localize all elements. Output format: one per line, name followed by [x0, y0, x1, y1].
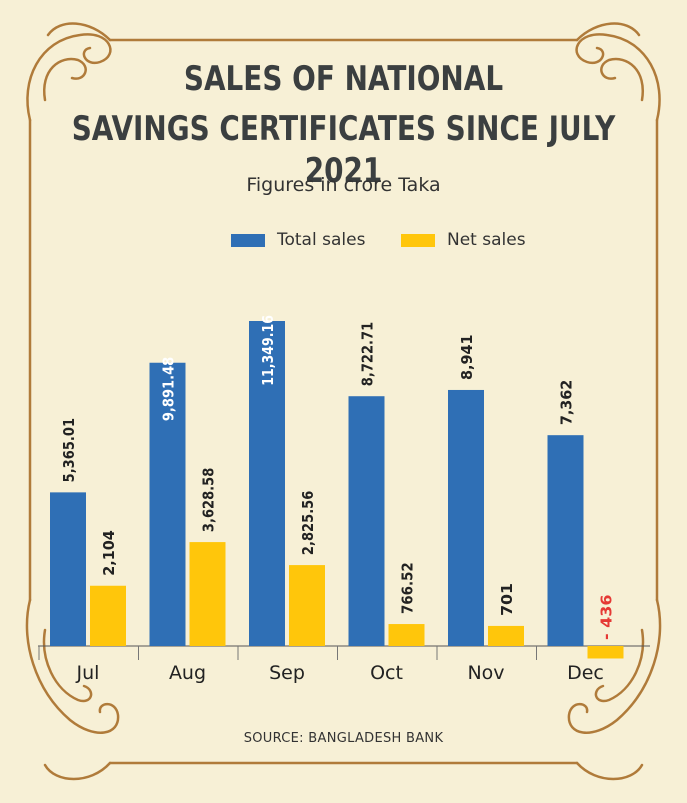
data-label-net-sales-nov: 701	[498, 583, 516, 616]
x-tick-label-aug: Aug	[169, 662, 206, 684]
bar-net-sales-oct	[388, 624, 425, 646]
chart-title-line1: SALES OF NATIONAL	[183, 59, 504, 99]
data-label-total-sales-nov: 8,941	[458, 334, 476, 380]
data-label-total-sales-sep: 11,349.16	[259, 315, 277, 386]
data-label-net-sales-aug: 3,628.58	[200, 468, 218, 532]
bar-total-sales-oct	[348, 396, 385, 646]
source-note: SOURCE: BANGLADESH BANK	[243, 731, 444, 746]
data-label-total-sales-jul: 5,365.01	[60, 418, 78, 482]
data-label-net-sales-jul: 2,104	[100, 530, 118, 576]
chart-title-line2: SAVINGS CERTIFICATES SINCE JULY 2021	[71, 109, 616, 191]
data-label-total-sales-dec: 7,362	[558, 380, 576, 426]
legend-item-net-sales: Net sales	[401, 229, 526, 251]
x-tick-label-oct: Oct	[370, 662, 403, 684]
bar-total-sales-jul	[50, 492, 86, 646]
x-tick-label-jul: Jul	[76, 662, 100, 684]
data-label-total-sales-oct: 8,722.71	[359, 322, 377, 386]
bar-total-sales-nov	[448, 389, 484, 646]
bar-net-sales-aug	[189, 542, 226, 646]
bar-net-sales-dec	[587, 646, 624, 659]
x-tick-label-sep: Sep	[269, 662, 305, 684]
x-tick-label-nov: Nov	[467, 662, 504, 684]
bar-net-sales-sep	[289, 565, 325, 646]
legend-label-net-sales: Net sales	[447, 230, 526, 250]
legend-swatch-total-sales	[231, 233, 265, 247]
bar-total-sales-dec	[547, 435, 584, 646]
chart-subtitle: Figures in crore Taka	[246, 174, 441, 196]
bar-total-sales-sep	[249, 321, 285, 646]
legend-item-total-sales: Total sales	[231, 229, 365, 251]
data-label-net-sales-sep: 2,825.56	[299, 491, 317, 555]
data-label-net-sales-oct: 766.52	[399, 562, 417, 614]
legend-swatch-net-sales	[401, 233, 435, 247]
x-tick-label-dec: Dec	[567, 662, 604, 684]
bar-net-sales-jul	[90, 585, 126, 646]
legend-label-total-sales: Total sales	[277, 230, 366, 250]
bar-net-sales-nov	[488, 625, 524, 646]
data-label-total-sales-aug: 9,891.48	[160, 357, 178, 421]
bar-total-sales-aug	[149, 362, 186, 646]
data-label-net-sales-dec: - 436	[598, 595, 616, 641]
